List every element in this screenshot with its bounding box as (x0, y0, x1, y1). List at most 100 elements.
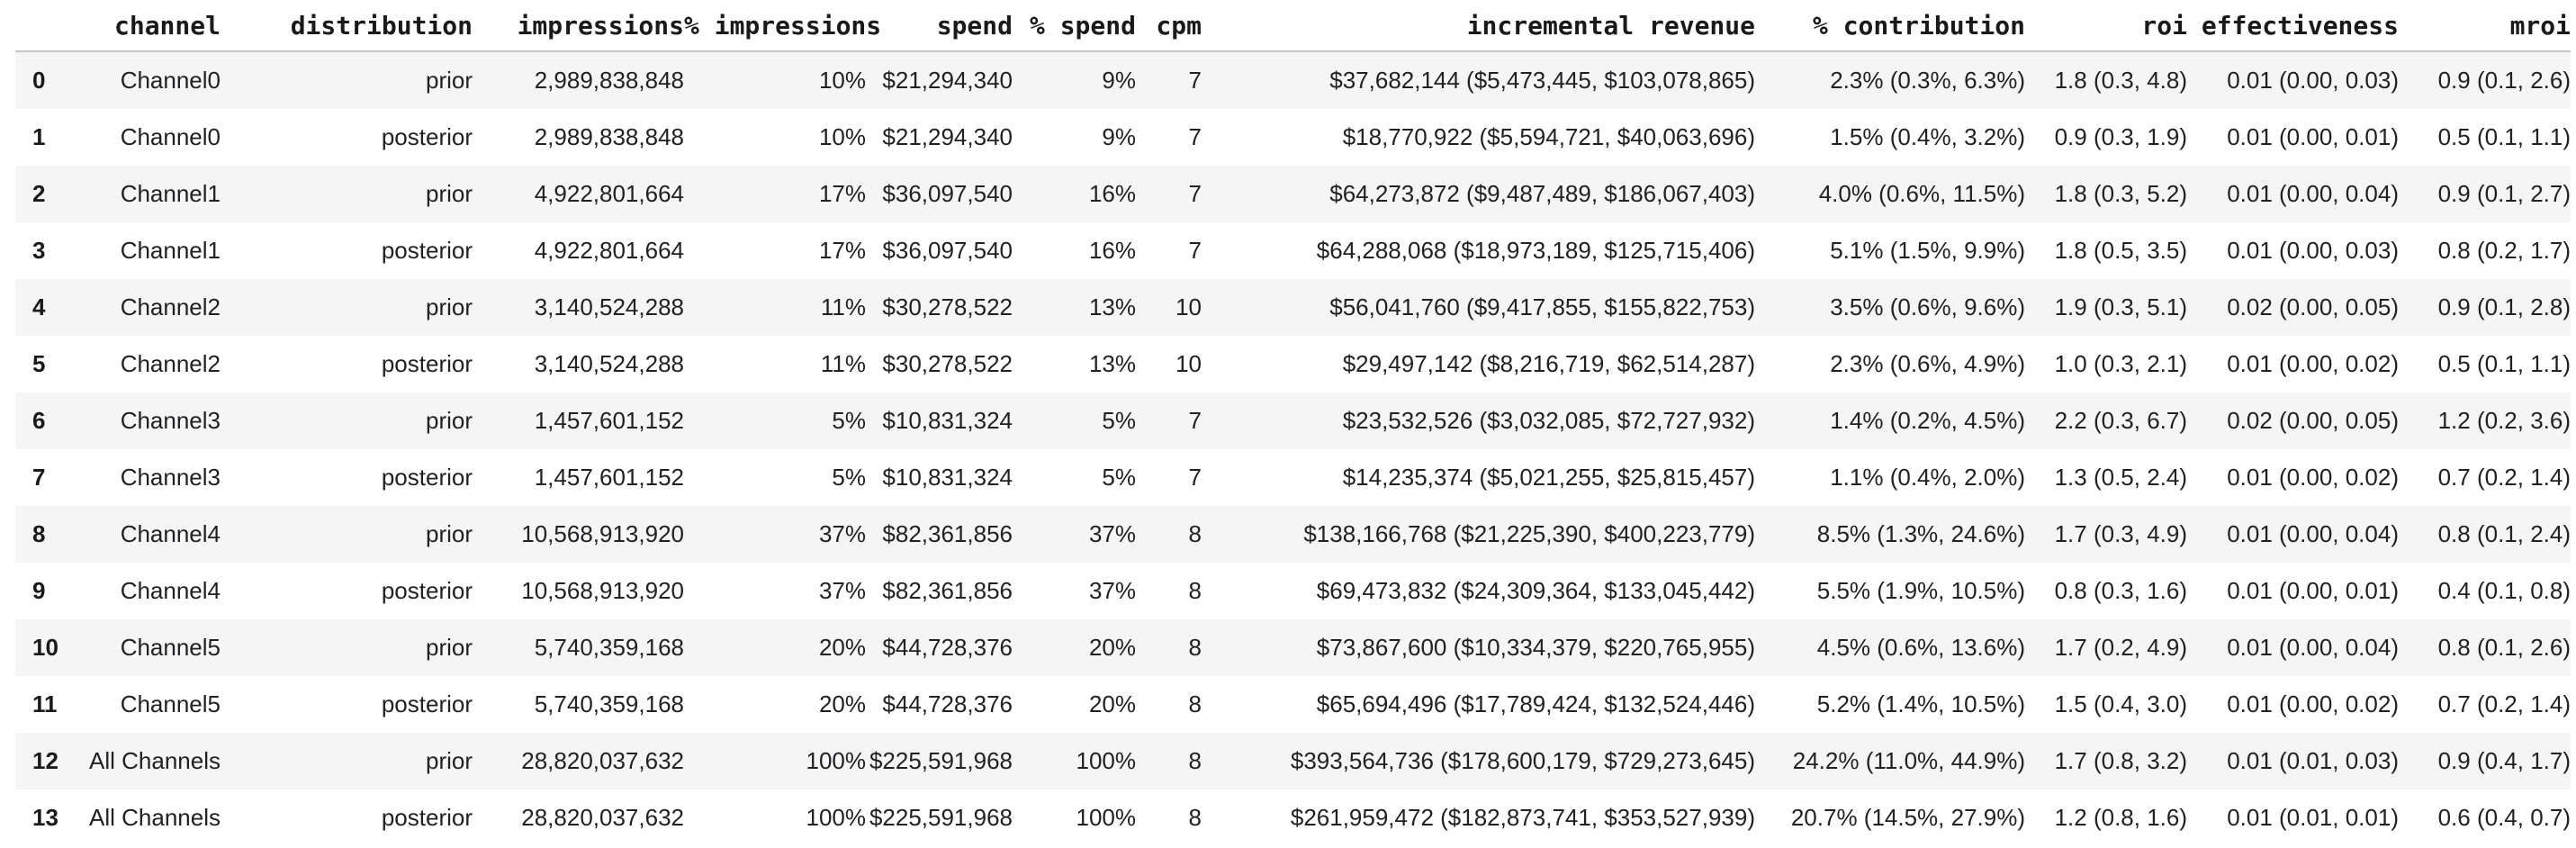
data-cell: $36,097,540 (882, 237, 1013, 264)
data-cell: 4.5% (0.6%, 13.6%) (1816, 634, 2025, 661)
data-cell: 0.01 (0.00, 0.01) (2227, 123, 2399, 150)
data-cell: 0.7 (0.2, 1.4) (2437, 464, 2571, 491)
data-cell: 8 (1188, 747, 1202, 774)
table-row: 12 All Channels prior 28,820,037,632 100% $22… (15, 733, 2571, 789)
data-cell: posterior (381, 577, 473, 604)
data-cell: 1,457,601,152 (534, 407, 684, 434)
data-cell: 13% (1088, 293, 1136, 320)
data-cell: 0.7 (0.2, 1.4) (2437, 690, 2571, 717)
data-cell: Channel5 (120, 690, 221, 717)
column-header-roi: roi (2141, 10, 2187, 41)
data-cell: $37,682,144 ($5,473,445, $103,078,865) (1329, 67, 1755, 94)
data-cell: Channel3 (120, 407, 221, 434)
table-row: 3 Channel1 posterior 4,922,801,664 17% $36,09… (15, 222, 2571, 279)
data-cell: 1.4% (0.2%, 4.5%) (1830, 407, 2025, 434)
data-cell: Channel2 (120, 293, 221, 320)
data-cell: 20.7% (14.5%, 27.9%) (1790, 804, 2025, 831)
column-header-cpm: cpm (1156, 10, 1202, 41)
data-cell: Channel3 (120, 464, 221, 491)
data-cell: $44,728,376 (882, 690, 1013, 717)
column-header-spend: % spend (1029, 10, 1136, 41)
data-cell: 1.0 (0.3, 2.1) (2054, 350, 2187, 377)
data-cell: 0.02 (0.00, 0.05) (2227, 407, 2399, 434)
table-row: 11 Channel5 posterior 5,740,359,168 20% $44,7… (15, 676, 2571, 733)
data-cell: 0.01 (0.00, 0.04) (2227, 634, 2399, 661)
data-cell: 37% (818, 520, 866, 547)
data-cell: 7 (1188, 67, 1202, 94)
data-cell: $14,235,374 ($5,021,255, $25,815,457) (1342, 464, 1755, 491)
data-cell: 10,568,913,920 (521, 577, 684, 604)
data-cell: All Channels (89, 804, 221, 831)
data-cell: $225,591,968 (869, 747, 1013, 774)
data-cell: 7 (1188, 407, 1202, 434)
row-index-cell: 12 (32, 747, 59, 774)
table-body: 0 Channel0 prior 2,989,838,848 10% $21,294,34… (15, 51, 2571, 846)
data-cell: Channel1 (120, 237, 221, 264)
data-cell: posterior (381, 804, 473, 831)
data-cell: $56,041,760 ($9,417,855, $155,822,753) (1329, 293, 1755, 320)
data-cell: 28,820,037,632 (521, 804, 684, 831)
data-cell: 0.01 (0.01, 0.03) (2227, 747, 2399, 774)
data-cell: 5% (1102, 407, 1136, 434)
data-cell: $64,273,872 ($9,487,489, $186,067,403) (1329, 180, 1755, 207)
data-cell: 8 (1188, 634, 1202, 661)
data-cell: 3,140,524,288 (534, 350, 684, 377)
data-cell: 5.1% (1.5%, 9.9%) (1830, 237, 2025, 264)
data-cell: 100% (1076, 747, 1137, 774)
data-cell: 0.01 (0.00, 0.03) (2227, 67, 2399, 94)
data-cell: 0.01 (0.00, 0.04) (2227, 180, 2399, 207)
data-cell: 0.9 (0.4, 1.7) (2437, 747, 2571, 774)
data-cell: 0.5 (0.1, 1.1) (2437, 350, 2571, 377)
data-cell: $29,497,142 ($8,216,719, $62,514,287) (1342, 350, 1755, 377)
data-cell: 4.0% (0.6%, 11.5%) (1818, 180, 2025, 207)
data-cell: 9% (1102, 123, 1136, 150)
table-row: 9 Channel4 posterior 10,568,913,920 37% $82,3… (15, 563, 2571, 619)
data-cell: 37% (1088, 577, 1136, 604)
data-cell: 4,922,801,664 (534, 180, 684, 207)
data-cell: 2.3% (0.3%, 6.3%) (1830, 67, 2025, 94)
data-cell: $30,278,522 (882, 350, 1013, 377)
data-cell: $64,288,068 ($18,973,189, $125,715,406) (1316, 237, 1755, 264)
row-index-cell: 11 (32, 690, 58, 717)
row-index-cell: 10 (32, 634, 59, 661)
data-cell: 1.2 (0.8, 1.6) (2054, 804, 2187, 831)
data-cell: 100% (806, 804, 867, 831)
data-cell: 0.8 (0.2, 1.7) (2437, 237, 2571, 264)
data-cell: Channel5 (120, 634, 221, 661)
data-cell: 5.5% (1.9%, 10.5%) (1816, 577, 2025, 604)
index-column-header (15, 0, 68, 51)
table-row: 6 Channel3 prior 1,457,601,152 5% $10,831,324… (15, 392, 2571, 449)
data-cell: 0.01 (0.00, 0.01) (2227, 577, 2399, 604)
row-index-cell: 0 (32, 67, 46, 94)
data-cell: 100% (1076, 804, 1137, 831)
data-cell: 8 (1188, 577, 1202, 604)
data-cell: 0.01 (0.00, 0.02) (2227, 690, 2399, 717)
data-cell: prior (425, 520, 473, 547)
data-cell: 7 (1188, 123, 1202, 150)
data-cell: 1.8 (0.3, 4.8) (2054, 67, 2187, 94)
data-cell: 1.9 (0.3, 5.1) (2054, 293, 2187, 320)
data-cell: $30,278,522 (882, 293, 1013, 320)
data-cell: 1,457,601,152 (534, 464, 684, 491)
data-cell: 8 (1188, 690, 1202, 717)
data-cell: 3,140,524,288 (534, 293, 684, 320)
data-cell: $10,831,324 (882, 407, 1013, 434)
data-cell: $44,728,376 (882, 634, 1013, 661)
data-cell: 10% (818, 123, 866, 150)
data-cell: prior (425, 293, 473, 320)
data-cell: 10,568,913,920 (521, 520, 684, 547)
data-cell: 1.7 (0.2, 4.9) (2054, 634, 2187, 661)
data-cell: 13% (1088, 350, 1136, 377)
data-cell: $69,473,832 ($24,309,364, $133,045,442) (1316, 577, 1755, 604)
data-cell: 0.4 (0.1, 0.8) (2437, 577, 2571, 604)
data-cell: 0.8 (0.3, 1.6) (2054, 577, 2187, 604)
data-cell: 2.2 (0.3, 6.7) (2054, 407, 2187, 434)
data-cell: 100% (806, 747, 867, 774)
row-index-cell: 2 (32, 180, 46, 207)
data-cell: $65,694,496 ($17,789,424, $132,524,446) (1316, 690, 1755, 717)
data-cell: Channel0 (120, 67, 221, 94)
data-cell: 5% (1102, 464, 1136, 491)
data-cell: 10 (1175, 293, 1202, 320)
data-cell: 1.8 (0.5, 3.5) (2054, 237, 2187, 264)
